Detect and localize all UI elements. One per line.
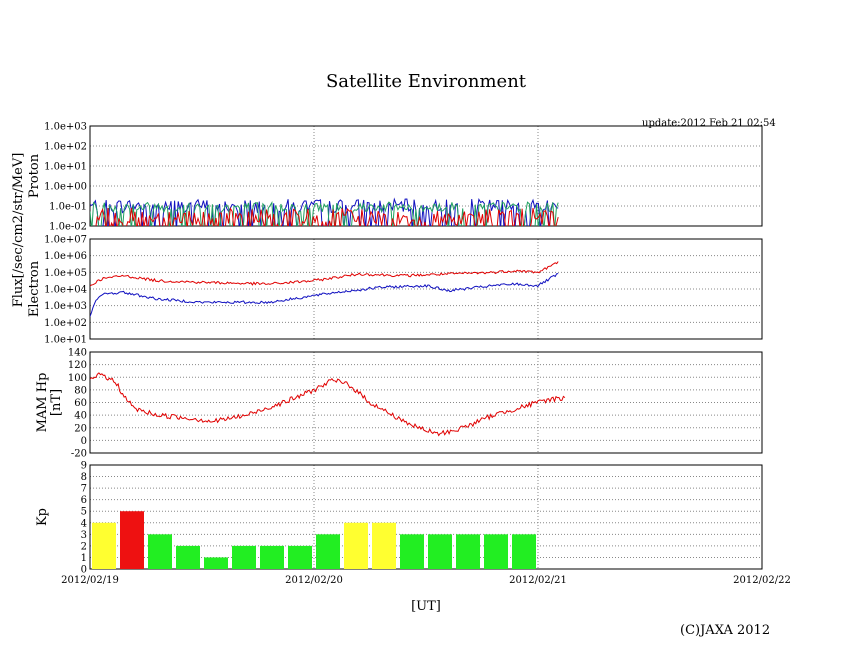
y-tick-label: 1.0e+03: [44, 301, 87, 312]
y-tick-label: 1.0e-02: [49, 222, 87, 233]
kp-bar: [428, 534, 452, 569]
kp-bar: [288, 545, 312, 569]
kp-bar: [204, 557, 228, 569]
kp-bar: [260, 545, 284, 569]
y-axis-unit: [nT]: [49, 389, 64, 416]
y-tick-label: 5: [81, 507, 87, 518]
y-tick-label: 60: [74, 398, 87, 409]
y-tick-label: 3: [81, 530, 87, 541]
x-tick-label: 2012/02/20: [285, 575, 343, 586]
kp-bar: [512, 534, 536, 569]
series-line-green: [90, 201, 559, 226]
panel-frame-electron: [89, 238, 763, 340]
y-tick-label: 1.0e+02: [44, 142, 87, 153]
y-tick-label: 7: [81, 484, 87, 495]
x-tick-label: 2012/02/19: [61, 575, 119, 586]
y-tick-label: 140: [68, 348, 87, 359]
kp-bar: [176, 545, 200, 569]
kp-bar: [484, 534, 508, 569]
y-tick-label: 1.0e+00: [44, 182, 87, 193]
copyright: (C)JAXA 2012: [680, 623, 770, 638]
y-tick-label: 120: [68, 360, 87, 371]
plot-area: 1.0e-02 1.0e-01 1.0e+00 1.0e+01 1.0e+02 1.0e+…: [11, 122, 791, 587]
x-tick-label: 2012/02/21: [509, 575, 567, 586]
kp-bar: [92, 522, 116, 569]
x-axis-label: [UT]: [411, 599, 441, 614]
y-tick-label: 40: [74, 411, 87, 422]
y-tick-label: 1.0e-01: [49, 202, 87, 213]
y-tick-label: 100: [68, 373, 87, 384]
y-tick-label: 8: [81, 472, 87, 483]
y-tick-label: 0: [81, 436, 87, 447]
y-tick-label: 4: [81, 518, 87, 529]
y-tick-label: 1.0e+03: [44, 122, 87, 133]
y-axis-label: Proton: [27, 153, 42, 198]
y-axis-label: Kp: [35, 508, 50, 526]
y-tick-label: -20: [71, 449, 87, 460]
y-tick-label: 1.0e+06: [44, 251, 87, 262]
chart-title: Satellite Environment: [326, 71, 527, 92]
kp-bar: [148, 534, 172, 569]
kp-bar: [120, 511, 144, 569]
y-tick-label: 9: [81, 461, 87, 472]
y-tick-label: 1: [81, 553, 87, 564]
y-tick-label: 1.0e+05: [44, 268, 87, 279]
panel-frame-mam-hp: [89, 351, 763, 454]
y-tick-label: 2: [81, 541, 87, 552]
y-tick-label: 1.0e+01: [44, 335, 87, 346]
y-tick-label: 1.0e+01: [44, 162, 87, 173]
series-line-red: [95, 206, 559, 226]
y-axis-label: Electron: [27, 260, 42, 317]
kp-bar: [316, 534, 340, 569]
series-line-low-energy: [90, 273, 559, 317]
update-timestamp: update:2012 Feb 21 02:54: [642, 118, 776, 129]
y-tick-label: 80: [74, 385, 87, 396]
series-line-high-energy: [90, 261, 559, 287]
kp-bar: [232, 545, 256, 569]
y-axis-label: MAM Hp: [35, 373, 50, 433]
kp-bar: [400, 534, 424, 569]
flux-axis-label: Flux[/sec/cm2/str/MeV]: [11, 153, 26, 308]
y-tick-label: 6: [81, 495, 87, 506]
panel-frame-kp: [89, 464, 763, 570]
series-line-Hp: [90, 372, 566, 437]
y-tick-label: 1.0e+07: [44, 235, 87, 246]
y-tick-label: 1.0e+02: [44, 318, 87, 329]
kp-bar: [372, 522, 396, 569]
y-tick-label: 1.0e+04: [44, 285, 87, 296]
y-tick-label: 0: [81, 565, 87, 576]
kp-bar: [456, 534, 480, 569]
kp-bar: [344, 522, 368, 569]
x-tick-label: 2012/02/22: [733, 575, 791, 586]
y-tick-label: 20: [74, 423, 87, 434]
